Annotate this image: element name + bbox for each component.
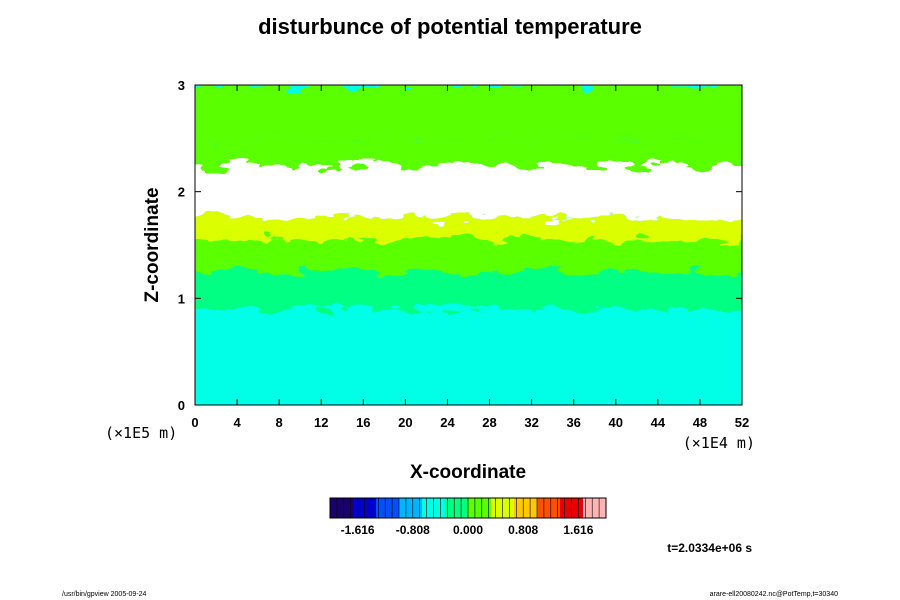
x-tick-label: 4 xyxy=(233,415,241,430)
heatmap-layer xyxy=(195,309,742,405)
x-tick-label: 44 xyxy=(651,415,666,430)
heatmap-layer xyxy=(195,165,742,219)
x-tick-label: 20 xyxy=(398,415,412,430)
y-tick-label: 0 xyxy=(178,398,185,413)
time-label: t=2.0334e+06 s xyxy=(667,541,752,555)
colorbar xyxy=(329,497,607,519)
y-axis-unit: (×1E5 m) xyxy=(105,424,177,442)
colorbar-swatch xyxy=(399,498,423,518)
colorbar-swatch xyxy=(537,498,561,518)
plot-frame xyxy=(194,84,743,406)
y-tick-label: 2 xyxy=(178,185,185,200)
x-tick-label: 36 xyxy=(566,415,580,430)
colorbar-tick-label: 1.616 xyxy=(563,523,593,537)
x-tick-label: 24 xyxy=(440,415,455,430)
colorbar-ticks: -1.616 -0.808 0.000 0.808 1.616 xyxy=(341,523,594,537)
heatmap-layer xyxy=(195,138,742,165)
colorbar-tick-label: 0.808 xyxy=(508,523,538,537)
footer-left: /usr/bin/gpview 2005-09-24 xyxy=(62,591,147,598)
y-axis-ticks: 0 1 2 3 xyxy=(178,78,742,413)
colorbar-swatch xyxy=(330,498,354,518)
x-axis-title: X-coordinate xyxy=(410,462,526,483)
x-tick-label: 40 xyxy=(609,415,623,430)
chart-title: disturbunce of potential temperature xyxy=(258,14,642,39)
x-axis-unit: (×1E4 m) xyxy=(683,434,755,452)
heatmap-field xyxy=(195,85,742,405)
heatmap-layer xyxy=(195,85,742,139)
x-tick-label: 28 xyxy=(482,415,496,430)
colorbar-tick-label: 0.000 xyxy=(453,523,483,537)
y-axis-title: Z-coordinate xyxy=(142,187,163,302)
heatmap-layer xyxy=(195,271,742,309)
x-tick-label: 52 xyxy=(735,415,749,430)
x-tick-label: 0 xyxy=(191,415,198,430)
x-tick-label: 32 xyxy=(524,415,538,430)
colorbar-swatch xyxy=(583,498,607,518)
colorbar-swatch xyxy=(468,498,492,518)
colorbar-swatch xyxy=(376,498,400,518)
colorbar-swatch xyxy=(445,498,469,518)
colorbar-swatch xyxy=(514,498,538,518)
x-tick-label: 16 xyxy=(356,415,370,430)
x-tick-label: 12 xyxy=(314,415,328,430)
x-tick-label: 48 xyxy=(693,415,707,430)
colorbar-tick-label: -0.808 xyxy=(396,523,430,537)
colorbar-frame xyxy=(329,497,607,519)
x-axis-ticks: 0 4 8 12 16 20 24 28 32 36 40 44 48 52 xyxy=(191,85,749,430)
heatmap-layer xyxy=(195,218,742,240)
y-tick-label: 3 xyxy=(178,78,185,93)
heatmap-layer xyxy=(195,239,742,272)
colorbar-tick-label: -1.616 xyxy=(341,523,375,537)
y-tick-label: 1 xyxy=(178,291,185,306)
x-tick-label: 8 xyxy=(276,415,283,430)
footer-right: arare-ell20080242.nc@PotTemp,t=30340 xyxy=(710,591,838,598)
